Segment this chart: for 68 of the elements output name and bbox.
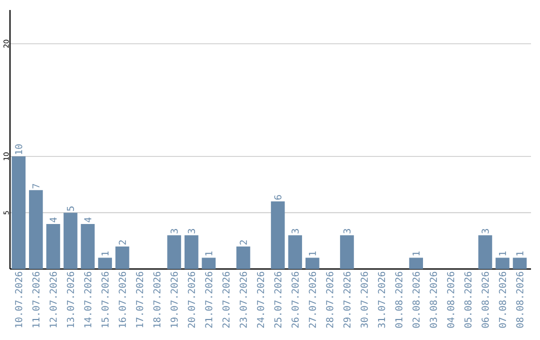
x-tick-label: 31.07.2026 <box>378 272 386 328</box>
data-label: 4 <box>50 217 57 222</box>
bar <box>184 235 198 269</box>
x-tick-label: 17.07.2026 <box>136 272 144 328</box>
x-tick-label: 15.07.2026 <box>101 272 109 328</box>
x-tick-label: 06.08.2026 <box>482 272 489 328</box>
bar <box>64 212 78 269</box>
x-tick-label: 14.07.2026 <box>84 272 92 328</box>
data-label: 2 <box>240 240 247 245</box>
x-tick-label: 28.07.2026 <box>326 272 334 328</box>
x-tick-label: 23.07.2026 <box>240 272 247 328</box>
bar <box>478 235 492 269</box>
bar <box>236 246 250 269</box>
x-tick-label: 29.07.2026 <box>343 272 351 328</box>
data-label: 1 <box>308 251 316 256</box>
bar <box>512 258 527 269</box>
data-label: 1 <box>516 251 524 256</box>
data-label: 1 <box>499 251 506 256</box>
bar <box>202 258 216 269</box>
bar <box>80 224 95 269</box>
data-label: 3 <box>343 229 351 234</box>
data-label: 2 <box>118 240 126 245</box>
data-label: 3 <box>482 229 489 234</box>
x-tick-label: 04.08.2026 <box>447 272 454 328</box>
bar <box>98 258 112 269</box>
x-tick-label: 22.07.2026 <box>222 272 230 328</box>
data-label: 6 <box>274 195 282 200</box>
x-tick-label: 10.07.2026 <box>15 272 22 328</box>
data-label: 3 <box>292 229 299 234</box>
bar <box>409 258 424 269</box>
x-tick-label: 30.07.2026 <box>360 272 368 328</box>
x-tick-label: 20.07.2026 <box>188 272 196 328</box>
data-label: 7 <box>32 184 40 188</box>
x-tick-label: 18.07.2026 <box>153 272 160 328</box>
bar <box>270 201 285 269</box>
x-tick-label: 08.08.2026 <box>516 272 524 328</box>
bar <box>29 190 43 269</box>
bar <box>340 235 354 269</box>
bar <box>115 246 130 269</box>
data-label: 10 <box>15 144 22 154</box>
bar <box>288 235 302 269</box>
x-tick-label: 11.07.2026 <box>32 272 40 328</box>
x-tick-label: 13.07.2026 <box>66 272 74 328</box>
bar <box>496 258 510 269</box>
bar <box>167 235 182 269</box>
bar <box>46 224 60 269</box>
x-tick-label: 05.08.2026 <box>464 272 472 328</box>
x-tick-label: 07.08.2026 <box>498 272 506 328</box>
bar <box>305 258 320 269</box>
data-label: 1 <box>102 251 109 256</box>
data-label: 5 <box>66 206 74 211</box>
data-label: 4 <box>84 217 92 222</box>
x-tick-label: 26.07.2026 <box>292 272 299 328</box>
x-tick-label: 16.07.2026 <box>118 272 126 328</box>
data-label: 1 <box>412 251 420 256</box>
x-tick-label: 25.07.2026 <box>274 272 282 328</box>
x-tick-label: 01.08.2026 <box>395 272 402 328</box>
x-tick-label: 24.07.2026 <box>256 272 264 328</box>
x-tick-label: 19.07.2026 <box>170 272 178 328</box>
x-tick-label: 02.08.2026 <box>412 272 420 328</box>
data-label: 3 <box>188 229 196 234</box>
x-tick-label: 03.08.2026 <box>430 272 437 328</box>
x-tick-label: 21.07.2026 <box>205 272 212 328</box>
x-tick-label: 12.07.2026 <box>50 272 57 328</box>
data-label: 1 <box>205 251 212 256</box>
x-tick-label: 27.07.2026 <box>308 272 316 328</box>
bar <box>12 156 26 269</box>
data-label: 3 <box>170 229 178 234</box>
